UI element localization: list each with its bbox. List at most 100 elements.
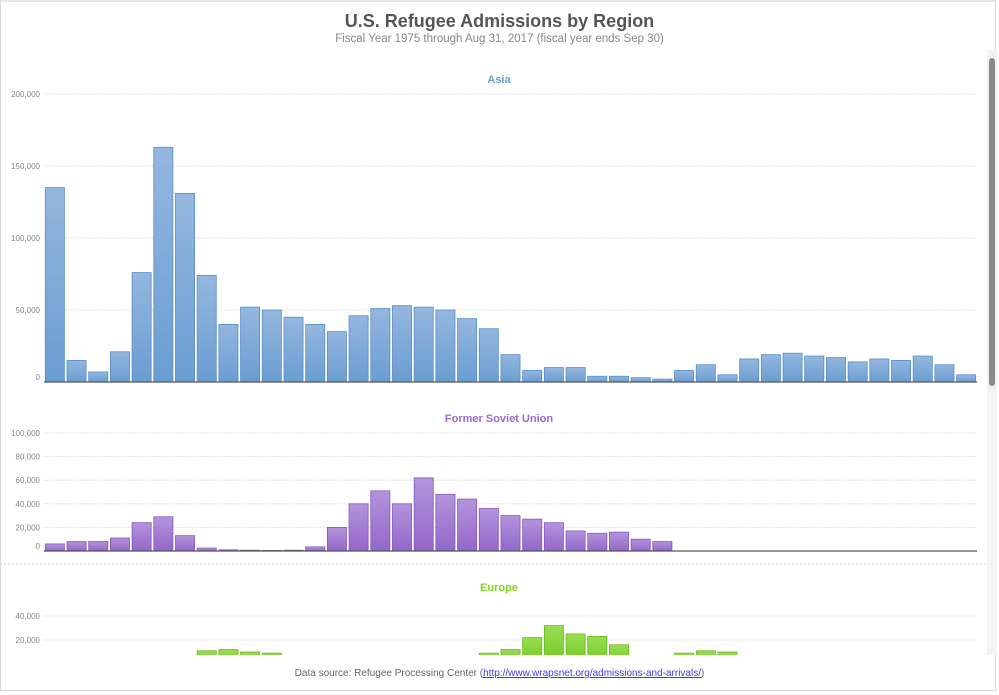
bar-asia	[196, 275, 217, 383]
bar-fsu	[66, 541, 87, 552]
bar-asia	[717, 374, 738, 383]
bar-asia	[392, 305, 412, 383]
y-tick-label: 100,000	[11, 234, 40, 243]
y-tick-label: 40,000	[16, 612, 41, 621]
bar-fsu	[392, 503, 412, 552]
bar-fsu	[370, 490, 391, 552]
y-tick-label: 50,000	[16, 306, 41, 315]
bar-fsu	[609, 531, 629, 552]
bar-asia	[804, 355, 825, 383]
bar-asia	[283, 316, 304, 383]
bar-asia	[500, 354, 521, 383]
data-source-link[interactable]: http://www.wrapsnet.org/admissions-and-a…	[483, 668, 701, 679]
bar-europe	[240, 651, 261, 655]
bar-europe	[674, 652, 695, 655]
bar-asia	[956, 374, 977, 383]
y-tick-label: 0	[36, 542, 41, 551]
bar-asia	[934, 364, 955, 383]
chart-scroll-area[interactable]: Asia 0 50,000 100,000 150,000 200,000 Former S…	[1, 50, 997, 655]
bar-fsu	[565, 530, 586, 552]
bar-fsu	[153, 516, 174, 552]
bar-asia	[543, 367, 564, 383]
bar-europe	[609, 644, 629, 655]
y-tick-label: 40,000	[16, 500, 41, 509]
bar-europe	[695, 650, 716, 655]
bar-asia	[782, 352, 803, 383]
panel-title-fsu: Former Soviet Union	[445, 413, 553, 425]
bar-europe	[522, 637, 543, 655]
bar-fsu	[457, 498, 478, 552]
bar-asia	[587, 375, 608, 383]
bar-asia	[153, 146, 174, 383]
data-source-suffix: )	[700, 668, 705, 679]
bar-asia	[522, 370, 543, 383]
bar-asia	[218, 323, 239, 383]
y-tick-label: 20,000	[16, 523, 41, 532]
bar-europe	[478, 652, 499, 655]
bar-asia	[305, 323, 326, 383]
bar-asia	[66, 359, 87, 383]
bar-fsu	[131, 522, 152, 552]
bar-asia	[609, 375, 629, 383]
bar-asia	[891, 359, 912, 383]
bar-asia	[912, 355, 933, 383]
bar-asia	[370, 308, 391, 383]
data-source: Data source: Refugee Processing Center (…	[0, 668, 999, 679]
bar-fsu	[522, 518, 543, 552]
y-tick-label: 0	[36, 373, 41, 382]
bar-asia	[826, 357, 846, 383]
y-tick-label: 200,000	[11, 90, 40, 99]
panel-title-asia: Asia	[487, 74, 511, 86]
bar-fsu	[543, 522, 564, 552]
bar-asia	[326, 331, 347, 383]
bar-fsu	[630, 538, 651, 552]
bar-asia	[44, 187, 65, 383]
bar-asia	[457, 318, 478, 383]
bar-asia	[175, 192, 195, 383]
bar-europe	[500, 649, 521, 655]
bar-fsu	[587, 532, 608, 552]
bar-asia	[435, 309, 456, 383]
bar-asia	[695, 364, 716, 383]
y-tick-label: 80,000	[16, 453, 41, 462]
bar-fsu	[413, 477, 434, 552]
bar-fsu	[500, 515, 521, 552]
chart-title: U.S. Refugee Admissions by Region	[344, 11, 655, 31]
bar-asia	[109, 351, 130, 383]
bar-asia	[630, 377, 651, 383]
panel-title-europe: Europe	[480, 582, 518, 594]
bar-fsu	[305, 546, 326, 552]
bar-asia	[739, 358, 760, 383]
bar-asia	[88, 371, 109, 383]
bar-asia	[478, 328, 499, 383]
bar-fsu	[44, 543, 65, 552]
bar-europe	[218, 649, 239, 655]
bar-fsu	[348, 503, 369, 552]
bar-europe	[261, 652, 282, 655]
bar-fsu	[175, 535, 195, 552]
bar-asia	[348, 315, 369, 383]
bar-asia	[674, 370, 695, 383]
bar-asia	[760, 354, 781, 383]
bar-europe	[196, 650, 217, 655]
bar-fsu	[435, 493, 456, 552]
bar-fsu	[652, 541, 673, 552]
chart-subtitle: Fiscal Year 1975 through Aug 31, 2017 (f…	[335, 33, 664, 45]
bar-asia	[261, 309, 282, 383]
bar-europe	[717, 651, 738, 655]
y-tick-label: 60,000	[16, 476, 41, 485]
bar-fsu	[326, 527, 347, 552]
bar-asia	[869, 358, 890, 383]
chart-svg: Asia 0 50,000 100,000 150,000 200,000 Former S…	[1, 74, 987, 655]
y-tick-label: 20,000	[16, 636, 41, 645]
data-source-label: Data source: Refugee Processing Center (	[294, 668, 484, 679]
bar-fsu	[478, 508, 499, 552]
scrollbar-thumb[interactable]	[989, 58, 995, 386]
bar-asia	[565, 367, 586, 383]
bar-europe	[565, 633, 586, 655]
bar-europe	[587, 636, 608, 655]
bar-asia	[131, 272, 152, 383]
bar-asia	[413, 306, 434, 383]
bar-fsu	[109, 537, 130, 552]
bar-fsu	[88, 541, 109, 552]
